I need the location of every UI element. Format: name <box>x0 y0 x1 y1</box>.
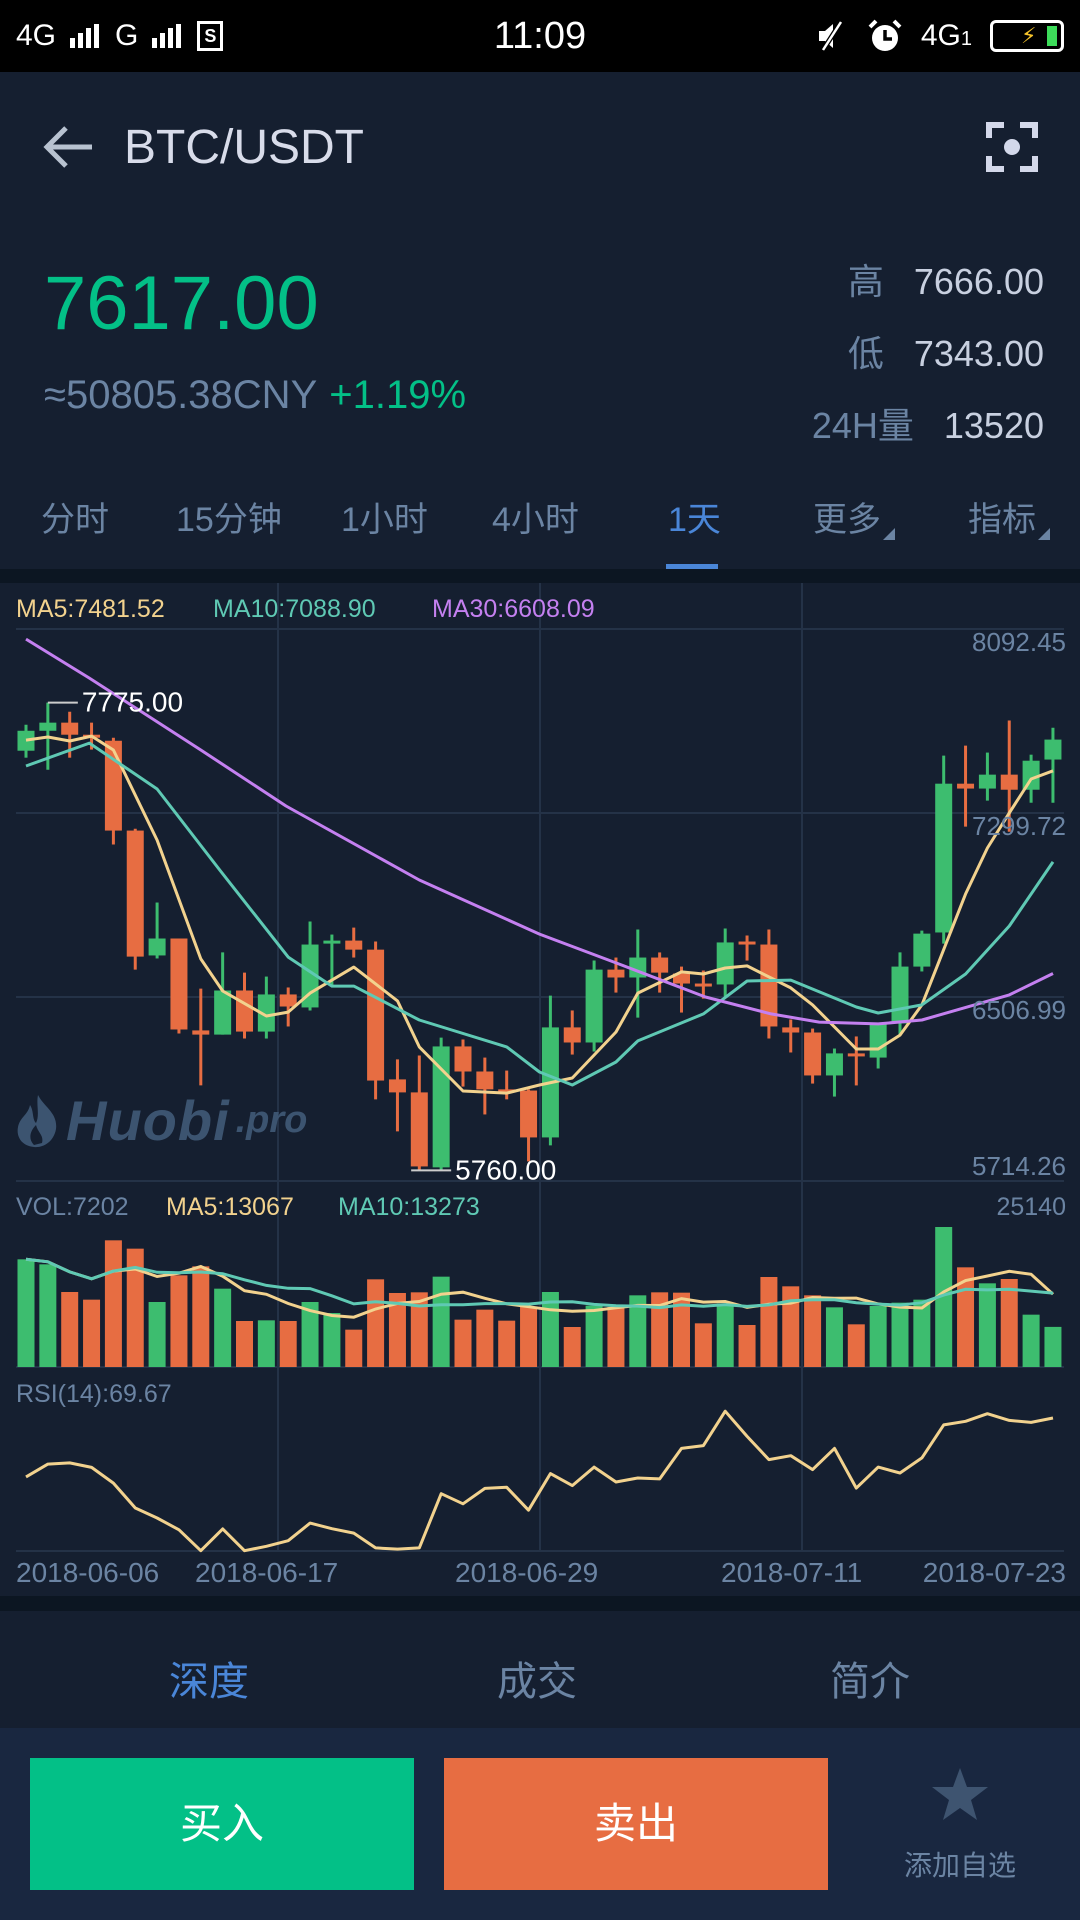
signal-icon-2 <box>152 24 182 48</box>
clock: 11:09 <box>493 15 587 57</box>
tab-trades[interactable]: 成交 <box>497 1660 577 1704</box>
cny-value: ≈50805.38CNY +1.19% <box>44 372 466 418</box>
tab-15min[interactable]: 15分钟 <box>176 501 282 539</box>
action-bar: 买入 卖出 添加自选 <box>0 1728 1080 1920</box>
active-tab-indicator <box>666 564 718 570</box>
volume-value: 13520 <box>943 405 1044 446</box>
date-label-2: 2018-06-17 <box>195 1557 339 1588</box>
flame-logo-icon <box>17 1094 57 1147</box>
huobi-watermark: Huobi .pro <box>14 1088 307 1153</box>
add-favorite-label: 添加自选 <box>903 1850 1016 1881</box>
mute-icon <box>818 20 843 52</box>
y-axis-label-1: 8092.45 <box>972 627 1066 657</box>
chart-canvas[interactable]: 7775.00 5760.00 <box>0 583 1080 1596</box>
y-axis-label-4: 5714.26 <box>972 1151 1066 1181</box>
vol-ma5-label: MA5:13067 <box>166 1193 294 1221</box>
volume-stat: 24H量 13520 <box>812 404 1044 448</box>
buy-button[interactable]: 买入 <box>30 1758 414 1890</box>
tab-1hour[interactable]: 1小时 <box>341 501 428 539</box>
tab-4hour[interactable]: 4小时 <box>492 501 579 539</box>
svg-text:7775.00: 7775.00 <box>82 687 183 718</box>
sell-button[interactable]: 卖出 <box>444 1758 828 1890</box>
high-stat: 高 7666.00 <box>848 260 1044 304</box>
ma10-label: MA10:7088.90 <box>213 595 376 623</box>
vol-label: VOL:7202 <box>16 1193 129 1221</box>
last-price: 7617.00 <box>44 261 319 346</box>
bottom-tabs: 深度 成交 简介 <box>0 1611 1080 1728</box>
tab-1day[interactable]: 1天 <box>668 501 721 539</box>
rsi-label: RSI(14):69.67 <box>16 1380 172 1408</box>
kline-chart[interactable]: 7775.00 5760.00 Huobi .pro MA5:7481.52 MA1… <box>0 583 1080 1596</box>
low-value: 7343.00 <box>913 333 1044 374</box>
status-right: 4G1 ⚡ <box>815 0 1064 72</box>
tab-depth[interactable]: 深度 <box>169 1660 249 1704</box>
ma5-label: MA5:7481.52 <box>16 595 165 623</box>
cny-amount: ≈50805.38CNY <box>44 373 318 417</box>
y-axis-label-2: 7299.72 <box>972 811 1066 841</box>
high-label: 高 <box>847 261 884 302</box>
star-icon <box>932 1768 988 1820</box>
page-title: BTC/USDT <box>124 121 364 174</box>
tab-intro[interactable]: 简介 <box>830 1660 910 1704</box>
vol-max-label: 25140 <box>996 1193 1066 1221</box>
dropdown-triangle-icon <box>1038 528 1050 540</box>
battery-icon: ⚡ <box>990 20 1064 52</box>
low-label: 低 <box>847 333 884 374</box>
date-label-4: 2018-07-11 <box>721 1557 863 1588</box>
dropdown-triangle-icon <box>883 528 895 540</box>
watermark-text: Huobi <box>66 1089 230 1152</box>
tab-indicators[interactable]: 指标 <box>968 500 1050 540</box>
signal-icon <box>70 24 100 48</box>
high-value: 7666.00 <box>913 261 1044 302</box>
timeframe-tabs: 分时 15分钟 1小时 4小时 1天 更多 指标 <box>0 490 1080 568</box>
divider <box>0 569 1080 583</box>
tab-fenshi[interactable]: 分时 <box>41 501 109 539</box>
network-type-1: 4G <box>16 19 57 52</box>
add-favorite-button[interactable]: 添加自选 <box>860 1758 1060 1898</box>
change-percent: +1.19% <box>329 373 467 417</box>
divider <box>0 1596 1080 1611</box>
alarm-icon <box>868 19 902 51</box>
status-left: 4G G S <box>16 0 224 72</box>
y-axis-label-3: 6506.99 <box>972 995 1066 1025</box>
fullscreen-focus-icon[interactable] <box>986 122 1038 172</box>
vol-ma10-label: MA10:13273 <box>338 1193 480 1221</box>
watermark-suffix: .pro <box>235 1099 308 1141</box>
status-bar: 4G G S 11:09 4G1 ⚡ <box>0 0 1080 72</box>
date-label-3: 2018-06-29 <box>455 1557 599 1588</box>
date-label-1: 2018-06-06 <box>16 1557 160 1588</box>
header <box>0 72 1080 568</box>
volume-label: 24H量 <box>811 405 914 446</box>
low-stat: 低 7343.00 <box>848 332 1044 376</box>
arrow-left-icon[interactable] <box>42 122 96 172</box>
tab-more[interactable]: 更多 <box>813 500 895 540</box>
ma30-label: MA30:6608.09 <box>432 595 595 623</box>
network-type-right: 4G1 <box>920 19 972 52</box>
sim-icon: S <box>197 21 224 51</box>
date-label-5: 2018-07-23 <box>922 1557 1066 1588</box>
svg-text:5760.00: 5760.00 <box>455 1154 556 1185</box>
network-type-2: G <box>115 19 139 52</box>
